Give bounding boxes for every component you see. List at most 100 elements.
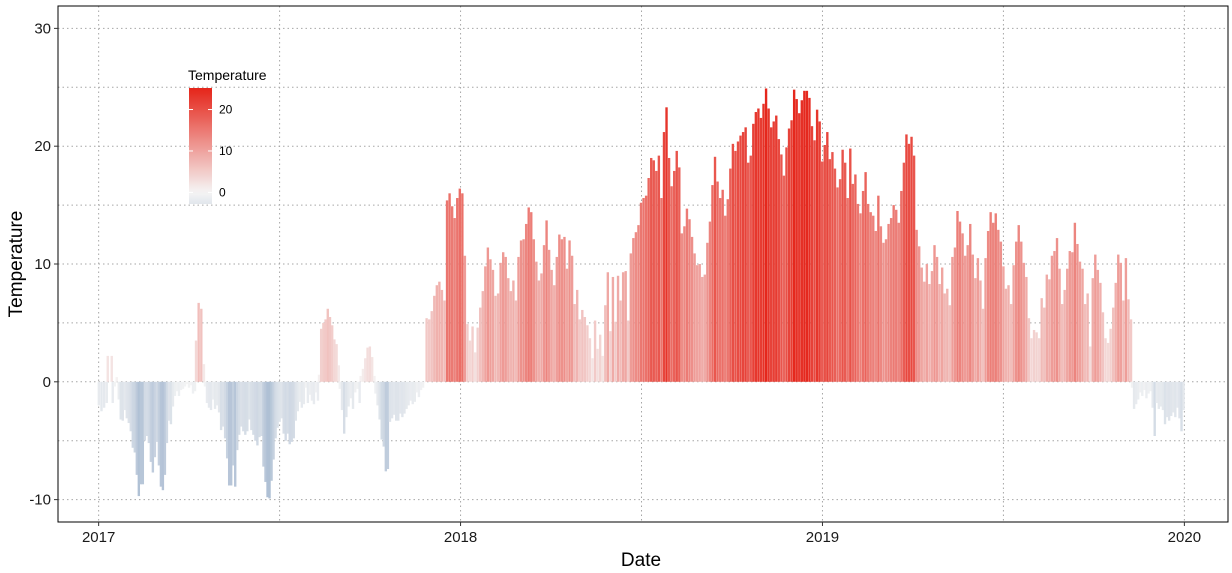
bar — [1076, 243, 1079, 382]
bar — [425, 318, 428, 382]
bar — [415, 381, 419, 393]
bar — [718, 198, 722, 382]
bar — [1170, 381, 1173, 416]
bar — [384, 381, 388, 472]
bar — [390, 381, 394, 419]
bar — [175, 381, 179, 392]
y-tick-label: 10 — [34, 256, 51, 273]
bar — [586, 325, 589, 382]
bar — [359, 375, 362, 382]
bar — [841, 149, 844, 382]
bar — [887, 223, 890, 382]
bar — [838, 179, 842, 382]
bar — [759, 117, 763, 382]
bar — [611, 276, 615, 382]
bar — [1104, 338, 1107, 382]
bar — [319, 328, 323, 382]
bar — [191, 381, 195, 394]
bar — [851, 183, 855, 382]
bar — [1130, 381, 1134, 388]
y-axis-title: Temperature — [6, 211, 27, 318]
bar — [678, 167, 681, 382]
bar — [550, 269, 553, 382]
bar — [1086, 293, 1089, 382]
bar — [1129, 319, 1133, 382]
bar — [1071, 252, 1074, 382]
bar — [928, 284, 931, 382]
bar — [938, 284, 941, 382]
bar — [708, 221, 712, 382]
bar — [256, 381, 259, 446]
bar — [637, 225, 640, 382]
bar — [777, 139, 781, 382]
bar — [1157, 381, 1161, 409]
bar — [547, 249, 551, 382]
bar — [370, 357, 374, 382]
bar — [1050, 255, 1054, 382]
bar — [177, 381, 181, 396]
bar — [272, 381, 275, 460]
bar — [609, 331, 612, 382]
bar — [565, 268, 569, 382]
bar — [347, 381, 350, 407]
bar — [274, 381, 277, 439]
bar — [392, 381, 396, 415]
bar — [979, 280, 982, 382]
bar — [961, 233, 964, 382]
bar — [593, 320, 597, 382]
bar — [792, 89, 796, 382]
bar — [821, 161, 824, 382]
bar — [260, 381, 263, 436]
bar — [421, 381, 425, 388]
bar — [340, 381, 344, 411]
bar — [358, 381, 361, 404]
bar — [1114, 282, 1117, 382]
bar — [290, 381, 293, 442]
bar — [785, 147, 788, 382]
bar — [105, 381, 108, 404]
bar — [734, 150, 737, 382]
bar — [411, 381, 414, 405]
bar — [1119, 262, 1123, 382]
bar — [456, 198, 459, 382]
bar — [581, 309, 584, 382]
bar — [665, 107, 668, 382]
bar — [711, 185, 714, 382]
bar — [1106, 342, 1110, 382]
bar — [869, 212, 872, 382]
bar — [1022, 262, 1026, 382]
bar — [604, 305, 607, 382]
bar — [328, 317, 332, 382]
bar — [813, 140, 816, 382]
bar — [910, 136, 913, 382]
bar — [296, 381, 299, 412]
bar — [225, 381, 229, 459]
y-tick-label: 30 — [34, 20, 51, 37]
bar — [1159, 381, 1163, 407]
x-axis-title: Date — [621, 550, 661, 571]
bar — [417, 381, 421, 398]
bar — [703, 274, 706, 382]
bar — [724, 215, 727, 382]
bar — [818, 121, 821, 382]
bar — [368, 346, 372, 382]
bar — [558, 234, 561, 382]
bar — [242, 381, 245, 432]
bar — [721, 189, 724, 382]
bar — [149, 381, 153, 462]
bar — [780, 154, 783, 382]
bar — [902, 162, 906, 382]
bar — [512, 280, 515, 382]
bar — [97, 381, 101, 406]
bar — [324, 319, 327, 382]
bar — [240, 381, 243, 427]
bar — [861, 190, 865, 382]
bar — [163, 381, 167, 475]
bar — [1043, 307, 1046, 382]
bar — [252, 381, 255, 435]
bar — [1153, 381, 1156, 436]
bar — [373, 375, 376, 382]
bar — [430, 311, 433, 382]
bar — [445, 200, 449, 382]
